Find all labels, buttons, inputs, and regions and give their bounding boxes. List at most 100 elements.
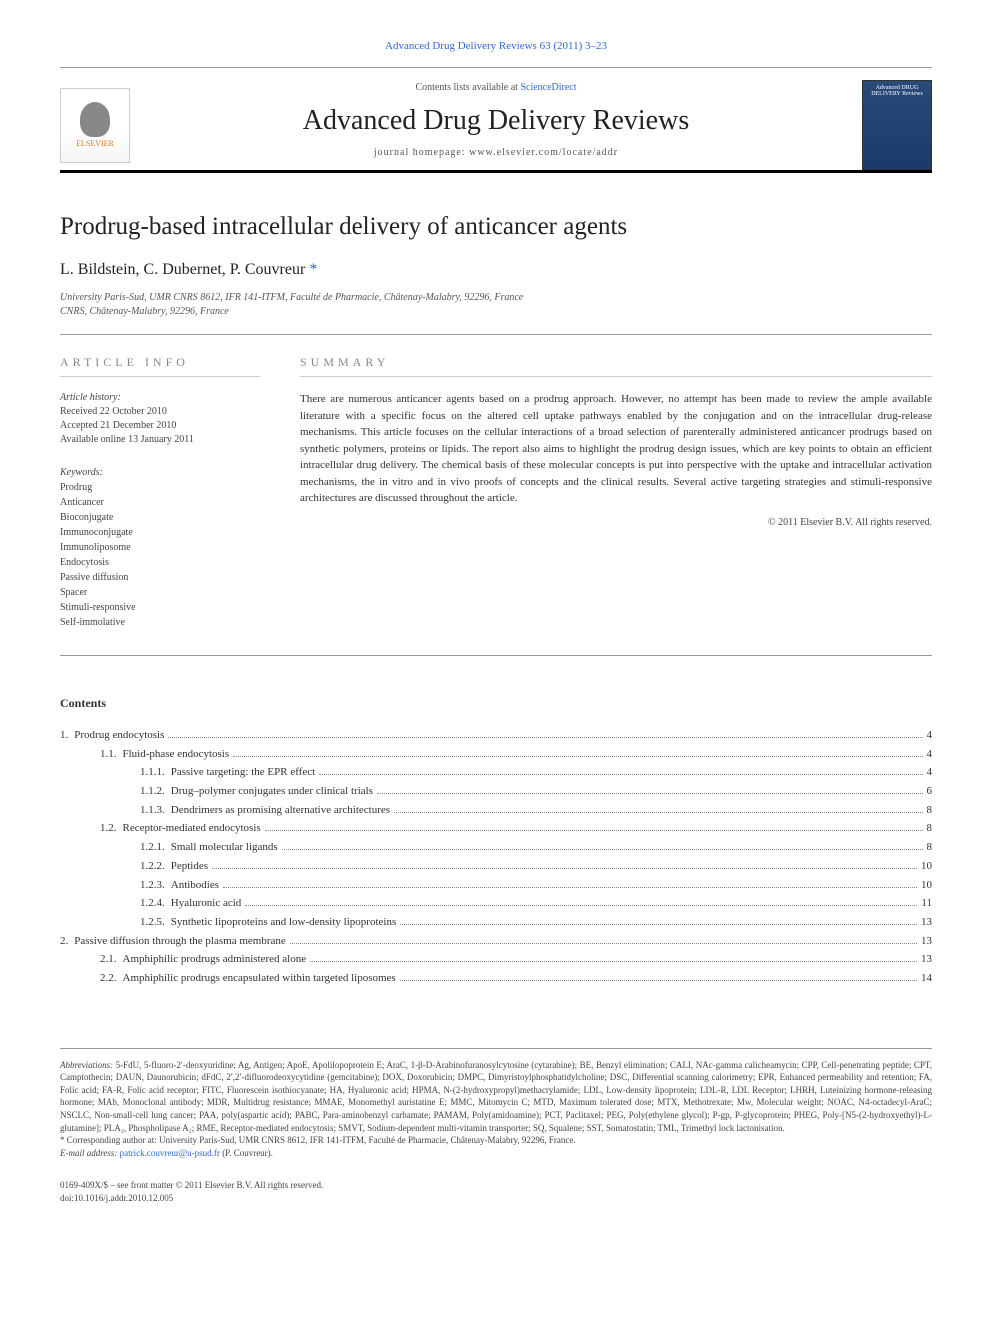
front-matter-line: 0169-409X/$ – see front matter © 2011 El… — [60, 1179, 932, 1192]
header-center: Contents lists available at ScienceDirec… — [145, 82, 847, 168]
toc-row[interactable]: 1.2.1.Small molecular ligands8 — [60, 838, 932, 857]
corresponding-marker: * — [309, 261, 317, 278]
toc-dots — [265, 830, 923, 831]
toc-row[interactable]: 2.1.Amphiphilic prodrugs administered al… — [60, 950, 932, 969]
toc-dots — [282, 849, 923, 850]
toc-row[interactable]: 1.2.4.Hyaluronic acid11 — [60, 894, 932, 913]
abbrev-label: Abbreviations: — [60, 1060, 113, 1070]
toc-page: 8 — [927, 801, 933, 820]
homepage-url[interactable]: www.elsevier.com/locate/addr — [469, 147, 618, 158]
email-link[interactable]: patrick.couvreur@u-psud.fr — [120, 1148, 220, 1158]
keyword-item: Immunoliposome — [60, 542, 131, 553]
accepted-date: Accepted 21 December 2010 — [60, 420, 176, 431]
keyword-item: Immunoconjugate — [60, 527, 133, 538]
contents-section: Contents 1.Prodrug endocytosis41.1.Fluid… — [60, 696, 932, 988]
keyword-item: Self-immolative — [60, 617, 125, 628]
toc-row[interactable]: 1.1.2.Drug–polymer conjugates under clin… — [60, 782, 932, 801]
affiliation-1: University Paris-Sud, UMR CNRS 8612, IFR… — [60, 291, 932, 305]
toc-number: 1.1.3. — [140, 801, 165, 820]
toc-number: 2.1. — [100, 950, 117, 969]
toc-number: 1.1. — [100, 745, 117, 764]
corresponding-label: * Corresponding author at: — [60, 1135, 159, 1145]
publisher-name: ELSEVIER — [76, 139, 114, 148]
toc-label: Peptides — [165, 857, 208, 876]
summary-heading: SUMMARY — [300, 355, 932, 377]
toc-label: Synthetic lipoproteins and low-density l… — [165, 913, 396, 932]
toc-label: Fluid-phase endocytosis — [117, 745, 230, 764]
summary-col: SUMMARY There are numerous anticancer ag… — [300, 355, 932, 630]
toc-label: Hyaluronic acid — [165, 894, 242, 913]
received-date: Received 22 October 2010 — [60, 406, 167, 417]
summary-text: There are numerous anticancer agents bas… — [300, 391, 932, 507]
toc-row[interactable]: 1.2.2.Peptides10 — [60, 857, 932, 876]
toc-number: 1.2.2. — [140, 857, 165, 876]
toc-dots — [394, 812, 922, 813]
toc-number: 1.2.3. — [140, 876, 165, 895]
toc-dots — [400, 924, 917, 925]
toc-dots — [168, 737, 922, 738]
toc-label: Dendrimers as promising alternative arch… — [165, 801, 390, 820]
keyword-item: Bioconjugate — [60, 512, 113, 523]
online-date: Available online 13 January 2011 — [60, 434, 194, 445]
cover-thumbnail: Advanced DRUG DELIVERY Reviews — [862, 80, 932, 170]
toc-page: 4 — [927, 745, 933, 764]
corresponding-author-block: * Corresponding author at: University Pa… — [60, 1134, 932, 1147]
affiliation-2: CNRS, Châtenay-Malabry, 92296, France — [60, 305, 932, 319]
corresponding-text: University Paris-Sud, UMR CNRS 8612, IFR… — [159, 1135, 576, 1145]
toc-dots — [233, 756, 922, 757]
toc-row[interactable]: 2.Passive diffusion through the plasma m… — [60, 932, 932, 951]
bottom-meta: 0169-409X/$ – see front matter © 2011 El… — [60, 1179, 932, 1204]
toc-dots — [310, 961, 917, 962]
info-summary-row: ARTICLE INFO Article history: Received 2… — [60, 355, 932, 656]
keywords-block: Keywords: Prodrug Anticancer Bioconjugat… — [60, 465, 260, 630]
toc-row[interactable]: 1.2.3.Antibodies10 — [60, 876, 932, 895]
keyword-item: Stimuli-responsive — [60, 602, 136, 613]
elsevier-logo: ELSEVIER — [60, 88, 130, 163]
toc-page: 8 — [927, 838, 933, 857]
toc-label: Amphiphilic prodrugs administered alone — [117, 950, 307, 969]
toc-page: 11 — [921, 894, 932, 913]
toc-number: 2. — [60, 932, 68, 951]
toc-dots — [290, 943, 917, 944]
keyword-item: Endocytosis — [60, 557, 109, 568]
toc-row[interactable]: 1.2.Receptor-mediated endocytosis8 — [60, 819, 932, 838]
toc-number: 1.1.1. — [140, 763, 165, 782]
toc-row[interactable]: 1.Prodrug endocytosis4 — [60, 726, 932, 745]
affiliations: University Paris-Sud, UMR CNRS 8612, IFR… — [60, 291, 932, 335]
toc-row[interactable]: 1.1.Fluid-phase endocytosis 4 — [60, 745, 932, 764]
history-label: Article history: — [60, 392, 121, 403]
toc-label: Drug–polymer conjugates under clinical t… — [165, 782, 373, 801]
toc-dots — [400, 980, 917, 981]
contents-lists-prefix: Contents lists available at — [415, 82, 520, 93]
sciencedirect-link[interactable]: ScienceDirect — [520, 82, 576, 93]
authors-names: L. Bildstein, C. Dubernet, P. Couvreur — [60, 261, 305, 278]
email-label: E-mail address: — [60, 1148, 120, 1158]
toc-page: 13 — [921, 913, 932, 932]
toc-page: 6 — [927, 782, 933, 801]
abbreviations-block: Abbreviations: 5-FdU, 5-fluoro-2′-deoxyu… — [60, 1059, 932, 1135]
toc-label: Passive targeting: the EPR effect — [165, 763, 315, 782]
toc-row[interactable]: 1.2.5.Synthetic lipoproteins and low-den… — [60, 913, 932, 932]
article-history: Article history: Received 22 October 201… — [60, 391, 260, 447]
table-of-contents: 1.Prodrug endocytosis41.1.Fluid-phase en… — [60, 726, 932, 988]
toc-row[interactable]: 1.1.1.Passive targeting: the EPR effect 4 — [60, 763, 932, 782]
contents-lists-line: Contents lists available at ScienceDirec… — [145, 82, 847, 93]
toc-number: 1.1.2. — [140, 782, 165, 801]
authors-line: L. Bildstein, C. Dubernet, P. Couvreur * — [60, 261, 932, 279]
toc-page: 14 — [921, 969, 932, 988]
footnotes: Abbreviations: 5-FdU, 5-fluoro-2′-deoxyu… — [60, 1048, 932, 1160]
doi-line: doi:10.1016/j.addr.2010.12.005 — [60, 1192, 932, 1205]
article-info-col: ARTICLE INFO Article history: Received 2… — [60, 355, 260, 630]
contents-title: Contents — [60, 696, 932, 711]
toc-row[interactable]: 2.2.Amphiphilic prodrugs encapsulated wi… — [60, 969, 932, 988]
citation-line: Advanced Drug Delivery Reviews 63 (2011)… — [60, 40, 932, 52]
keyword-item: Passive diffusion — [60, 572, 128, 583]
toc-label: Receptor-mediated endocytosis — [117, 819, 261, 838]
toc-page: 4 — [927, 763, 933, 782]
email-block: E-mail address: patrick.couvreur@u-psud.… — [60, 1147, 932, 1160]
journal-name: Advanced Drug Delivery Reviews — [145, 105, 847, 137]
article-info-heading: ARTICLE INFO — [60, 355, 260, 377]
email-suffix: (P. Couvreur). — [220, 1148, 273, 1158]
toc-number: 2.2. — [100, 969, 117, 988]
toc-row[interactable]: 1.1.3.Dendrimers as promising alternativ… — [60, 801, 932, 820]
